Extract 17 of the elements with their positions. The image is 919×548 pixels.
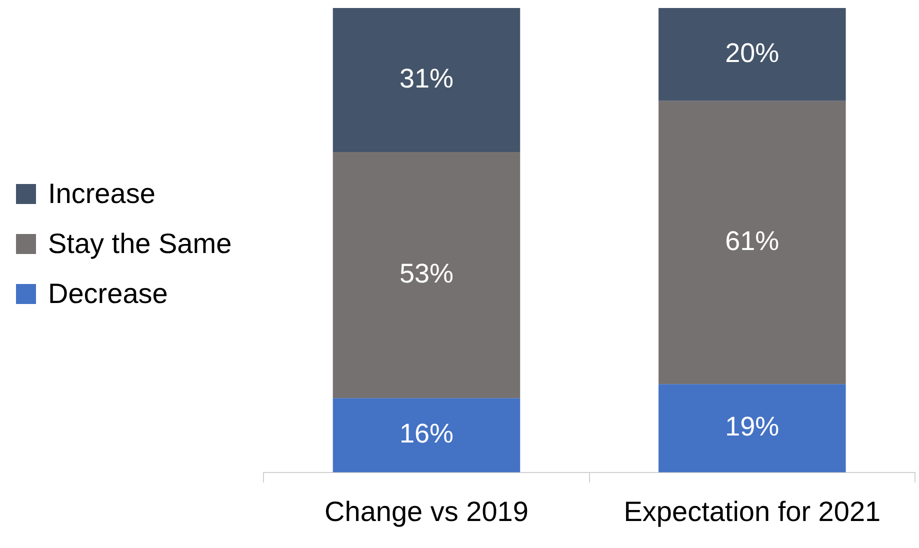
bar (658, 8, 846, 101)
bar (658, 384, 846, 472)
data-label: 31% (399, 63, 454, 94)
legend-label: Increase (48, 178, 156, 210)
data-label: 53% (399, 258, 454, 288)
x-tick-label: Expectation for 2021 (624, 496, 881, 527)
bar (658, 100, 846, 384)
data-label: 20% (725, 38, 780, 68)
legend-label: Decrease (48, 278, 168, 310)
data-label: 61% (725, 226, 780, 256)
bar (332, 398, 520, 472)
bar (332, 152, 520, 398)
data-label: 16% (399, 418, 454, 449)
legend-label: Stay the Same (48, 228, 232, 260)
data-label: 19% (725, 412, 780, 442)
x-tick-label: Change vs 2019 (324, 496, 528, 527)
bar (332, 8, 520, 152)
